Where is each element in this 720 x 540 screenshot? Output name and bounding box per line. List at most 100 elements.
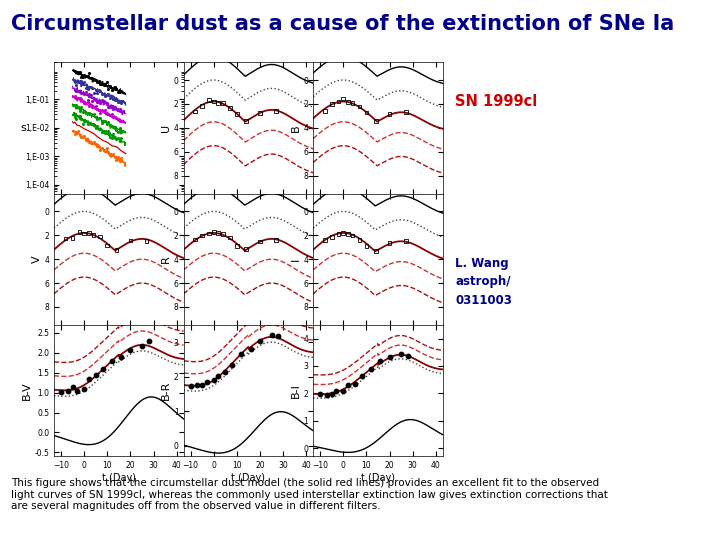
- Point: [106, 102, 117, 110]
- Point: [104, 132, 116, 141]
- Point: [78, 229, 90, 238]
- Point: [89, 103, 100, 112]
- Point: [101, 78, 112, 86]
- Point: [93, 124, 104, 133]
- Y-axis label: B-I: B-I: [291, 383, 301, 398]
- Point: [107, 150, 119, 158]
- Point: [102, 85, 114, 93]
- Point: [98, 117, 109, 125]
- Point: [235, 349, 247, 358]
- Point: [104, 103, 116, 111]
- Point: [111, 246, 122, 254]
- Point: [347, 99, 359, 107]
- Point: [112, 127, 124, 136]
- Point: [76, 89, 87, 97]
- Point: [94, 232, 106, 241]
- Point: [78, 90, 90, 98]
- Point: [107, 84, 119, 93]
- Point: [89, 110, 100, 119]
- Point: [55, 388, 67, 396]
- Point: [89, 88, 100, 97]
- Point: [77, 96, 89, 105]
- Text: Circumstellar dust as a cause of the extinction of SNe Ia: Circumstellar dust as a cause of the ext…: [11, 14, 674, 33]
- Point: [93, 77, 104, 85]
- Point: [85, 139, 96, 148]
- Point: [384, 110, 395, 118]
- Point: [109, 152, 120, 161]
- Point: [72, 127, 84, 136]
- Y-axis label: B: B: [291, 124, 301, 132]
- Point: [338, 228, 349, 237]
- Point: [112, 87, 124, 96]
- Point: [86, 138, 98, 147]
- Point: [400, 237, 412, 245]
- Text: L. Wang: L. Wang: [455, 256, 508, 269]
- Point: [112, 153, 124, 161]
- Y-axis label: U: U: [161, 124, 171, 132]
- Point: [89, 74, 100, 83]
- Point: [231, 241, 243, 250]
- Point: [93, 113, 104, 122]
- Point: [107, 94, 119, 103]
- Point: [101, 91, 112, 99]
- Point: [208, 376, 220, 384]
- Point: [80, 109, 91, 118]
- Point: [106, 92, 117, 100]
- Point: [342, 98, 354, 106]
- Point: [91, 114, 103, 123]
- Point: [86, 111, 98, 119]
- Point: [82, 120, 94, 129]
- Point: [111, 85, 122, 94]
- Y-axis label: B-R: B-R: [161, 381, 171, 400]
- Point: [96, 127, 108, 136]
- Point: [99, 98, 111, 106]
- Point: [271, 235, 282, 244]
- Point: [69, 78, 81, 86]
- Point: [115, 134, 127, 143]
- Point: [86, 103, 98, 111]
- Point: [203, 229, 215, 238]
- Text: 0311003: 0311003: [455, 294, 512, 307]
- Point: [361, 241, 372, 250]
- Point: [99, 91, 111, 100]
- Point: [109, 83, 120, 92]
- Point: [78, 78, 90, 87]
- Point: [96, 96, 108, 104]
- Point: [90, 102, 102, 111]
- Point: [361, 109, 372, 117]
- Point: [98, 90, 109, 98]
- Point: [115, 154, 127, 163]
- Point: [84, 109, 95, 118]
- Point: [94, 99, 106, 107]
- Point: [74, 112, 86, 121]
- Point: [106, 122, 117, 130]
- Point: [101, 144, 112, 152]
- Point: [80, 71, 91, 80]
- Point: [69, 130, 81, 138]
- Point: [77, 79, 89, 88]
- Point: [102, 90, 114, 99]
- Point: [78, 106, 90, 115]
- Point: [104, 111, 116, 119]
- Point: [93, 105, 104, 114]
- Point: [112, 133, 124, 142]
- Point: [106, 86, 117, 94]
- Point: [330, 386, 342, 395]
- Point: [109, 103, 120, 111]
- Point: [109, 113, 120, 122]
- Point: [107, 123, 119, 131]
- Point: [82, 85, 94, 93]
- Point: [96, 79, 108, 88]
- Point: [271, 106, 282, 115]
- Point: [93, 97, 104, 106]
- Point: [82, 137, 94, 145]
- Point: [102, 118, 114, 126]
- Point: [114, 157, 125, 165]
- Point: [125, 236, 136, 245]
- Point: [71, 114, 82, 123]
- Point: [326, 100, 338, 109]
- Point: [69, 92, 81, 101]
- Point: [86, 84, 98, 93]
- Point: [231, 110, 243, 118]
- Point: [91, 88, 103, 97]
